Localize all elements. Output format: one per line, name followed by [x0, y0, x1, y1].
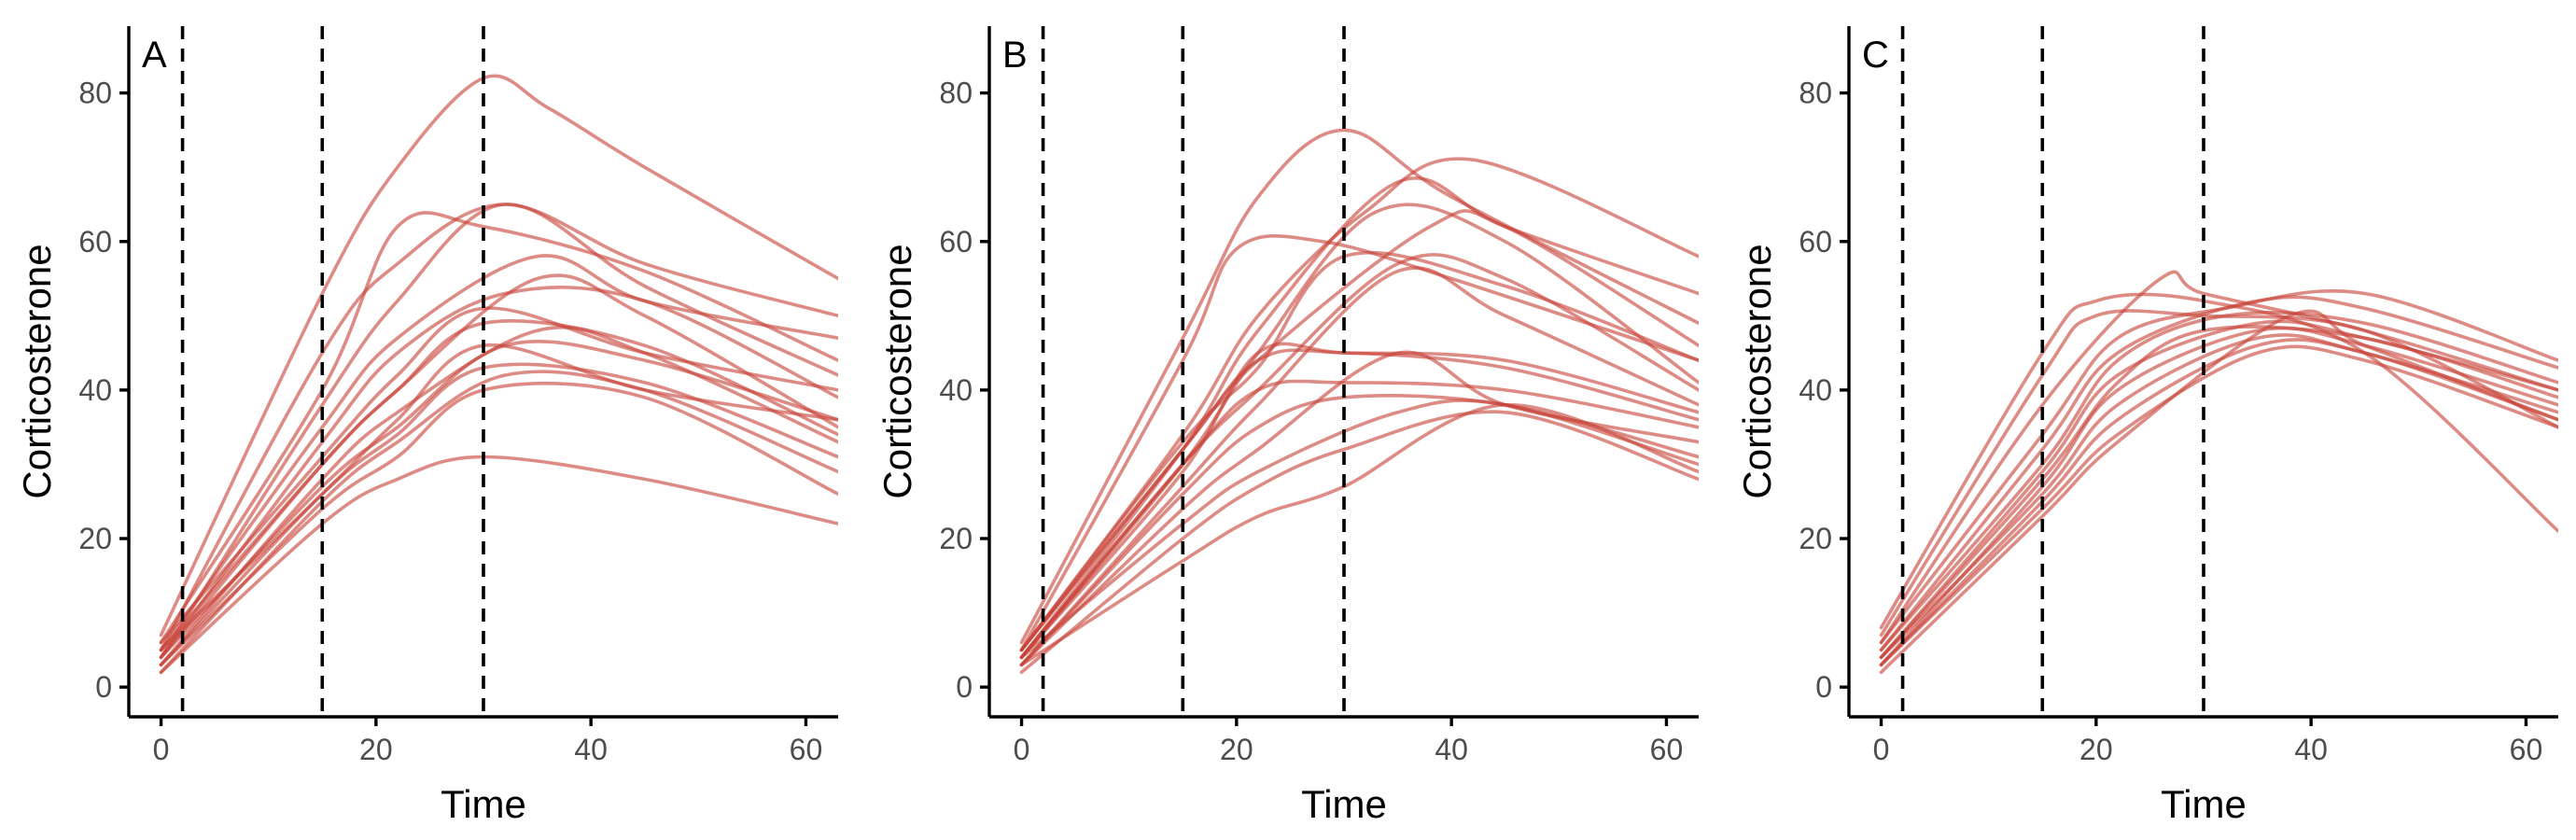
series-line-a-12: [159, 362, 838, 667]
y-tick-label-c-20: 20: [1799, 522, 1832, 555]
series-line-a-16: [159, 455, 838, 675]
y-tick-label-a-0: 0: [95, 670, 112, 704]
x-tick-label-b-20: 20: [1220, 733, 1253, 766]
curves-c: [1879, 270, 2558, 675]
x-axis-title-b: Time: [1301, 782, 1387, 826]
series-line-c-6: [1879, 310, 2558, 652]
y-tick-label-a-80: 80: [78, 77, 112, 110]
series-line-b-15: [1019, 399, 1699, 660]
series-line-c-4: [1879, 289, 2558, 645]
y-tick-label-c-40: 40: [1799, 373, 1832, 407]
panel-b: B Corticosterone Time 0 20 40 60 80 0 20 40 60: [875, 26, 1699, 826]
y-tick-label-b-80: 80: [939, 77, 973, 110]
series-line-a-3: [159, 203, 838, 652]
x-tick-label-c-20: 20: [2079, 733, 2113, 766]
series-line-a-13: [159, 343, 838, 652]
x-tick-label-a-0: 0: [153, 733, 170, 766]
x-tick-label-a-40: 40: [574, 733, 608, 766]
x-tick-label-c-0: 0: [1873, 733, 1890, 766]
panel-label-b: B: [1002, 35, 1028, 76]
series-line-b-12: [1019, 379, 1699, 660]
series-line-a-2: [159, 211, 838, 645]
y-tick-label-b-0: 0: [956, 670, 973, 704]
y-tick-label-a-60: 60: [78, 225, 112, 259]
y-tick-label-c-0: 0: [1815, 670, 1832, 704]
x-tick-label-a-20: 20: [359, 733, 393, 766]
x-axis-title-c: Time: [2161, 782, 2247, 826]
x-tick-label-b-0: 0: [1014, 733, 1030, 766]
series-line-b-17: [1019, 402, 1699, 667]
series-line-c-3: [1879, 270, 2558, 645]
x-tick-label-b-40: 40: [1435, 733, 1468, 766]
series-line-b-10: [1019, 342, 1699, 660]
panel-a: A Corticosterone Time 0 20 40 60 80 0 20 40 60: [15, 26, 838, 826]
y-tick-label-a-40: 40: [78, 373, 112, 407]
series-line-b-14: [1019, 350, 1699, 667]
x-tick-label-c-40: 40: [2294, 733, 2328, 766]
y-tick-label-a-20: 20: [78, 522, 112, 555]
y-axis-title-a: Corticosterone: [15, 244, 59, 498]
y-tick-label-b-20: 20: [939, 522, 973, 555]
series-line-b-8: [1019, 253, 1699, 660]
x-axis-title-a: Time: [441, 782, 526, 826]
series-line-c-8: [1879, 325, 2558, 660]
series-line-a-1: [159, 74, 838, 637]
y-tick-label-b-60: 60: [939, 225, 973, 259]
series-line-b-4: [1019, 176, 1699, 660]
panel-label-a: A: [142, 35, 167, 76]
y-tick-label-b-40: 40: [939, 373, 973, 407]
x-tick-label-a-60: 60: [790, 733, 823, 766]
series-line-a-6: [159, 286, 838, 660]
series-line-b-2: [1019, 234, 1699, 652]
series-line-a-5: [159, 254, 838, 652]
series-line-a-14: [159, 370, 838, 675]
x-tick-label-b-60: 60: [1650, 733, 1684, 766]
x-tick-label-c-60: 60: [2510, 733, 2543, 766]
y-tick-label-c-80: 80: [1799, 77, 1832, 110]
curves-b: [1019, 128, 1699, 675]
series-line-b-3: [1019, 157, 1699, 652]
series-line-a-15: [159, 381, 838, 667]
y-axis-title-c: Corticosterone: [1735, 244, 1779, 498]
series-line-a-11: [159, 339, 838, 660]
series-line-c-12: [1879, 344, 2558, 667]
series-line-c-9: [1879, 326, 2558, 667]
series-line-a-9: [159, 318, 838, 660]
panel-label-c: C: [1862, 35, 1889, 76]
series-line-c-5: [1879, 295, 2558, 652]
series-line-c-1: [1879, 292, 2558, 630]
curves-a: [159, 74, 838, 675]
panel-c: C Corticosterone Time 0 20 40 60 80 0 20 40 60: [1735, 26, 2558, 826]
series-line-c-13: [1879, 309, 2558, 675]
series-line-a-4: [159, 203, 838, 660]
series-line-b-11: [1019, 348, 1699, 652]
y-tick-label-c-60: 60: [1799, 225, 1832, 259]
series-line-b-16: [1019, 410, 1699, 675]
series-line-a-7: [159, 306, 838, 645]
y-axis-title-b: Corticosterone: [875, 244, 919, 498]
series-line-b-9: [1019, 266, 1699, 667]
series-line-c-11: [1879, 338, 2558, 667]
